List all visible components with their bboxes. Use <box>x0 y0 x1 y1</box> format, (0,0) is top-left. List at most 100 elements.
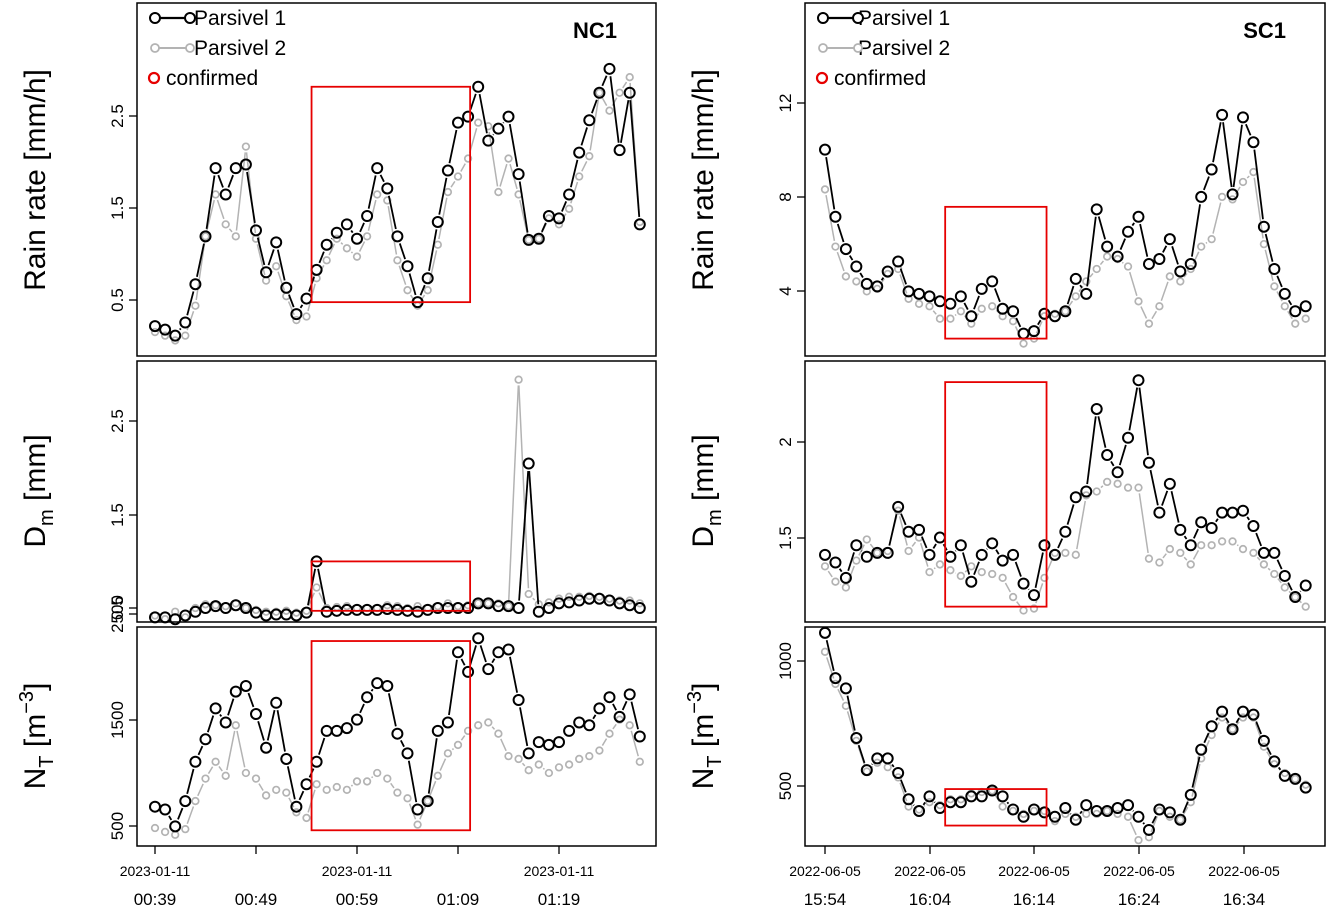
series-p1-point <box>1080 287 1093 300</box>
series-p2-point <box>1008 592 1018 602</box>
series-p1-point <box>381 182 394 195</box>
series-p1-point <box>1132 374 1145 387</box>
series-p1-segment <box>846 695 856 731</box>
series-p1-point <box>452 646 464 659</box>
series-p1-point <box>1237 504 1249 517</box>
series-p1-segment <box>1203 176 1210 191</box>
series-p1-segment <box>1215 717 1219 721</box>
series-p1-point <box>542 738 555 751</box>
series-p1-point <box>892 500 905 513</box>
legend-marker-p1 <box>852 12 864 24</box>
series-p1-segment <box>350 229 354 234</box>
series-p2-point <box>904 546 913 556</box>
y-tick-label: 2 <box>776 437 795 446</box>
series-p1-point <box>1195 516 1208 529</box>
series-p1-point <box>975 790 988 803</box>
series-p2-segment <box>1288 590 1292 594</box>
series-p1-point <box>441 164 454 177</box>
x-tick-time: 15:54 <box>804 890 847 909</box>
series-p1-segment <box>1287 582 1293 591</box>
series-p2-point <box>383 774 392 783</box>
series-p1-segment <box>1097 416 1107 448</box>
series-p2-point <box>1061 307 1070 316</box>
series-p1-segment <box>206 715 215 733</box>
series-p2-point <box>1102 477 1112 487</box>
series-p1-point <box>633 602 646 615</box>
series-p1-segment <box>479 645 487 663</box>
series-p1-segment <box>1266 747 1272 756</box>
series-p1-point <box>351 232 363 245</box>
series-p2-segment <box>1076 500 1086 550</box>
series-p1-segment <box>1170 490 1180 523</box>
series-p2-point <box>211 757 220 766</box>
series-p1-point <box>1163 806 1176 819</box>
confirmed-window <box>310 640 472 832</box>
series-p1-segment <box>580 127 588 146</box>
series-p1-point <box>1174 523 1187 536</box>
series-p1-point <box>179 795 192 808</box>
series-p1-point <box>593 86 606 99</box>
confirmed-window <box>944 788 1048 827</box>
series-p1-segment <box>601 75 608 87</box>
series-p2-point <box>332 782 341 792</box>
series-p1-point <box>340 722 353 735</box>
series-p1-segment <box>1245 123 1252 136</box>
series-p2-segment <box>1140 306 1148 319</box>
series-p2-segment <box>350 784 354 787</box>
y-tick-label: 500 <box>108 812 127 840</box>
x-tick-date: 2022-06-05 <box>1208 863 1280 879</box>
series-p2-point <box>1280 583 1289 592</box>
series-p2-point <box>988 302 997 311</box>
series-p1-point <box>1028 325 1040 338</box>
series-p1-segment <box>900 513 907 526</box>
series-p1-point <box>1289 772 1302 785</box>
series-p2-point <box>1082 809 1091 819</box>
series-p1-point <box>1038 806 1051 819</box>
series-p1-point <box>913 804 926 817</box>
series-p2-segment <box>1016 601 1021 607</box>
series-p1-point <box>1007 305 1020 318</box>
series-p2-segment <box>207 766 214 775</box>
series-p1-point <box>532 605 545 618</box>
series-p1-point <box>1216 506 1229 519</box>
series-p2-point <box>352 777 362 786</box>
y-axis-label: Rain rate [mm/h] <box>19 69 52 291</box>
series-p2-point <box>261 276 271 285</box>
series-p2-point <box>1061 548 1070 558</box>
series-p1-segment <box>620 99 630 143</box>
series-p1-segment <box>569 159 579 188</box>
series-p1-point <box>1059 305 1072 318</box>
series-p2-point <box>312 583 321 592</box>
series-p1-segment <box>227 174 234 188</box>
series-p2-segment <box>954 314 957 316</box>
legend-marker-confirmed <box>815 71 829 85</box>
series-p1-point <box>1122 431 1135 444</box>
series-p1-point <box>522 747 535 760</box>
series-p1-point <box>1111 466 1124 479</box>
series-p1-segment <box>227 698 235 716</box>
series-p2-point <box>433 240 442 249</box>
series-p1-point <box>229 162 242 175</box>
series-p2-segment <box>1089 272 1094 278</box>
x-tick-time: 00:39 <box>134 890 177 909</box>
series-p1-point <box>954 290 967 303</box>
series-p1-point <box>1101 449 1114 462</box>
series-p2-segment <box>1264 249 1274 281</box>
series-p1-segment <box>219 713 223 717</box>
series-p2-segment <box>1068 300 1074 307</box>
series-p2-segment <box>460 163 466 172</box>
series-p1-segment <box>197 745 204 756</box>
series-p1-segment <box>491 658 496 664</box>
series-p2-point <box>554 763 564 772</box>
series-p2-segment <box>491 726 496 730</box>
y-tick-label: 500 <box>776 772 795 800</box>
series-p1-point <box>986 784 999 797</box>
series-p1-segment <box>408 273 417 296</box>
series-p1-segment <box>508 123 519 167</box>
series-p2-segment <box>1236 544 1239 547</box>
series-p2-point <box>564 204 574 213</box>
series-p1-segment <box>1191 204 1201 257</box>
series-p2-segment <box>847 565 855 583</box>
series-p1-point <box>431 215 444 228</box>
series-p1-point <box>512 694 525 706</box>
